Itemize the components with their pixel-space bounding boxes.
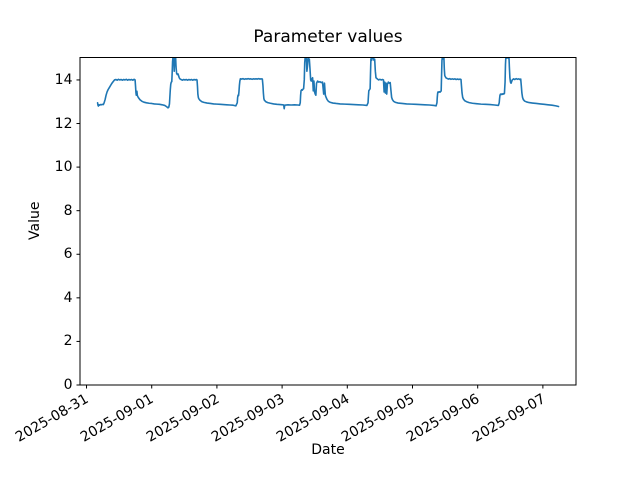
y-tick-label: 14 [54, 71, 73, 88]
axes-frame [79, 57, 577, 386]
axis-tick-marks [76, 79, 544, 389]
y-axis-label: Value [27, 201, 43, 241]
y-tick-label: 2 [63, 333, 73, 350]
x-axis-label: Date [311, 442, 345, 458]
y-tick-label: 12 [54, 115, 73, 132]
y-tick-label: 10 [54, 159, 73, 176]
y-tick-label: 0 [63, 377, 73, 393]
chart-title: Parameter values [253, 27, 403, 47]
y-tick-label: 4 [63, 289, 73, 306]
data-line [96, 57, 560, 110]
y-tick-label: 6 [63, 246, 73, 263]
y-tick-label: 8 [63, 202, 73, 219]
